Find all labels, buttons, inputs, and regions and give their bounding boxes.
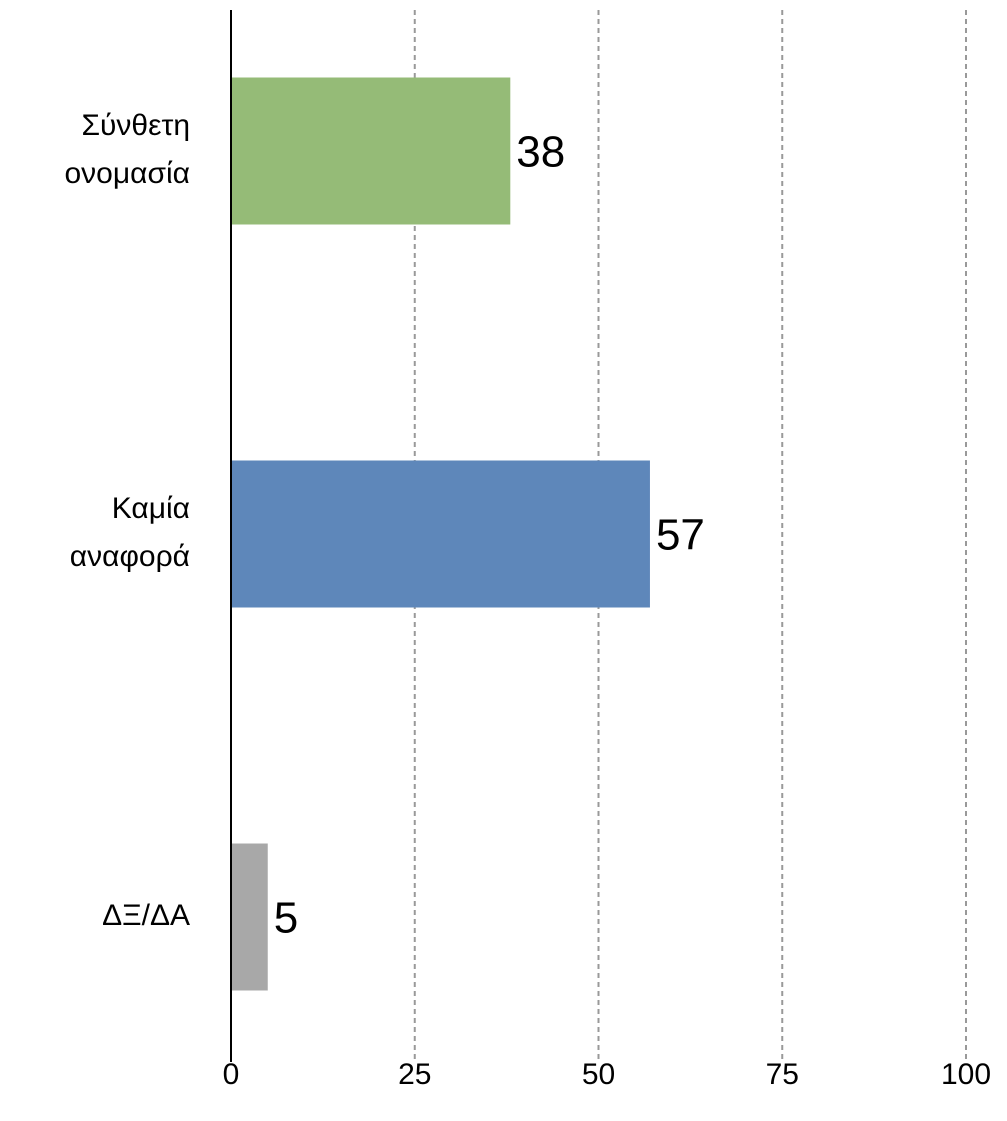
x-tick-label: 75 xyxy=(766,1058,799,1091)
category-label: ΔΞ/ΔΑ xyxy=(102,899,190,932)
value-label: 38 xyxy=(516,128,565,177)
category-label: Καμία αναφορά xyxy=(70,492,190,573)
value-label: 57 xyxy=(656,511,705,560)
x-tick-label: 25 xyxy=(398,1058,431,1091)
value-label: 5 xyxy=(274,894,298,943)
bar xyxy=(231,843,268,991)
category-label: Σύνθετη ονομασία xyxy=(64,109,190,190)
x-tick-label: 100 xyxy=(941,1058,991,1091)
bar xyxy=(231,460,650,608)
x-tick-label: 50 xyxy=(582,1058,615,1091)
x-tick-label: 0 xyxy=(223,1058,240,1091)
bar xyxy=(231,77,511,225)
